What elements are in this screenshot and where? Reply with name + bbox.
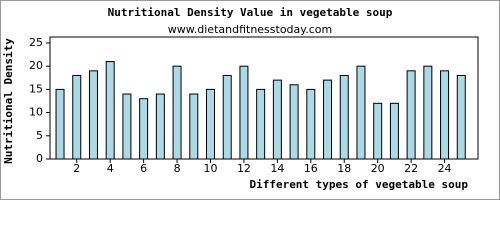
x-tick-label: 8 [174,162,181,175]
bar [306,88,316,160]
bar [339,74,349,160]
bar [105,61,115,160]
x-tick-label: 14 [270,162,284,175]
y-tick-label: 25 [29,36,43,49]
bar [239,65,249,160]
x-tick-label: 4 [107,162,114,175]
bar [256,88,266,160]
y-tick-label: 0 [36,152,43,165]
bar [406,70,416,160]
frame [0,0,500,200]
bar [323,79,333,160]
bar [55,88,65,160]
bar [373,102,383,160]
x-tick-label: 6 [140,162,147,175]
bar [356,65,366,160]
x-tick-label: 24 [438,162,452,175]
bar [289,84,299,160]
x-tick-label: 12 [237,162,251,175]
bar [122,93,132,160]
page: {"chart_data": {"type": "bar", "title": … [0,0,500,200]
bar [389,102,399,160]
bar [440,70,450,160]
y-tick-label: 10 [29,106,43,119]
x-tick-label: 2 [73,162,80,175]
y-tick-label: 5 [36,129,43,142]
bar [155,93,165,160]
y-axis-label: Nutritional Density [2,38,15,164]
x-tick-label: 22 [404,162,418,175]
bar [456,74,466,160]
y-tick-label: 20 [29,59,43,72]
chart: Nutritional Density Value in vegetable s… [0,0,500,200]
x-tick-label: 20 [371,162,385,175]
chart-title: Nutritional Density Value in vegetable s… [108,6,393,19]
bar [139,98,149,160]
bar [72,74,82,160]
y-tick-label: 15 [29,82,43,95]
x-tick-label: 16 [304,162,318,175]
bar [206,88,215,160]
x-axis-label: Different types of vegetable soup [249,178,468,191]
bar [222,74,232,160]
bar [189,93,199,160]
x-tick-label: 10 [204,162,218,175]
x-tick-label: 18 [337,162,351,175]
bar [172,65,182,160]
chart-subtitle: www.dietandfitnesstoday.com [168,23,332,36]
bar [272,79,282,160]
bar [423,65,433,160]
bar [88,70,98,160]
